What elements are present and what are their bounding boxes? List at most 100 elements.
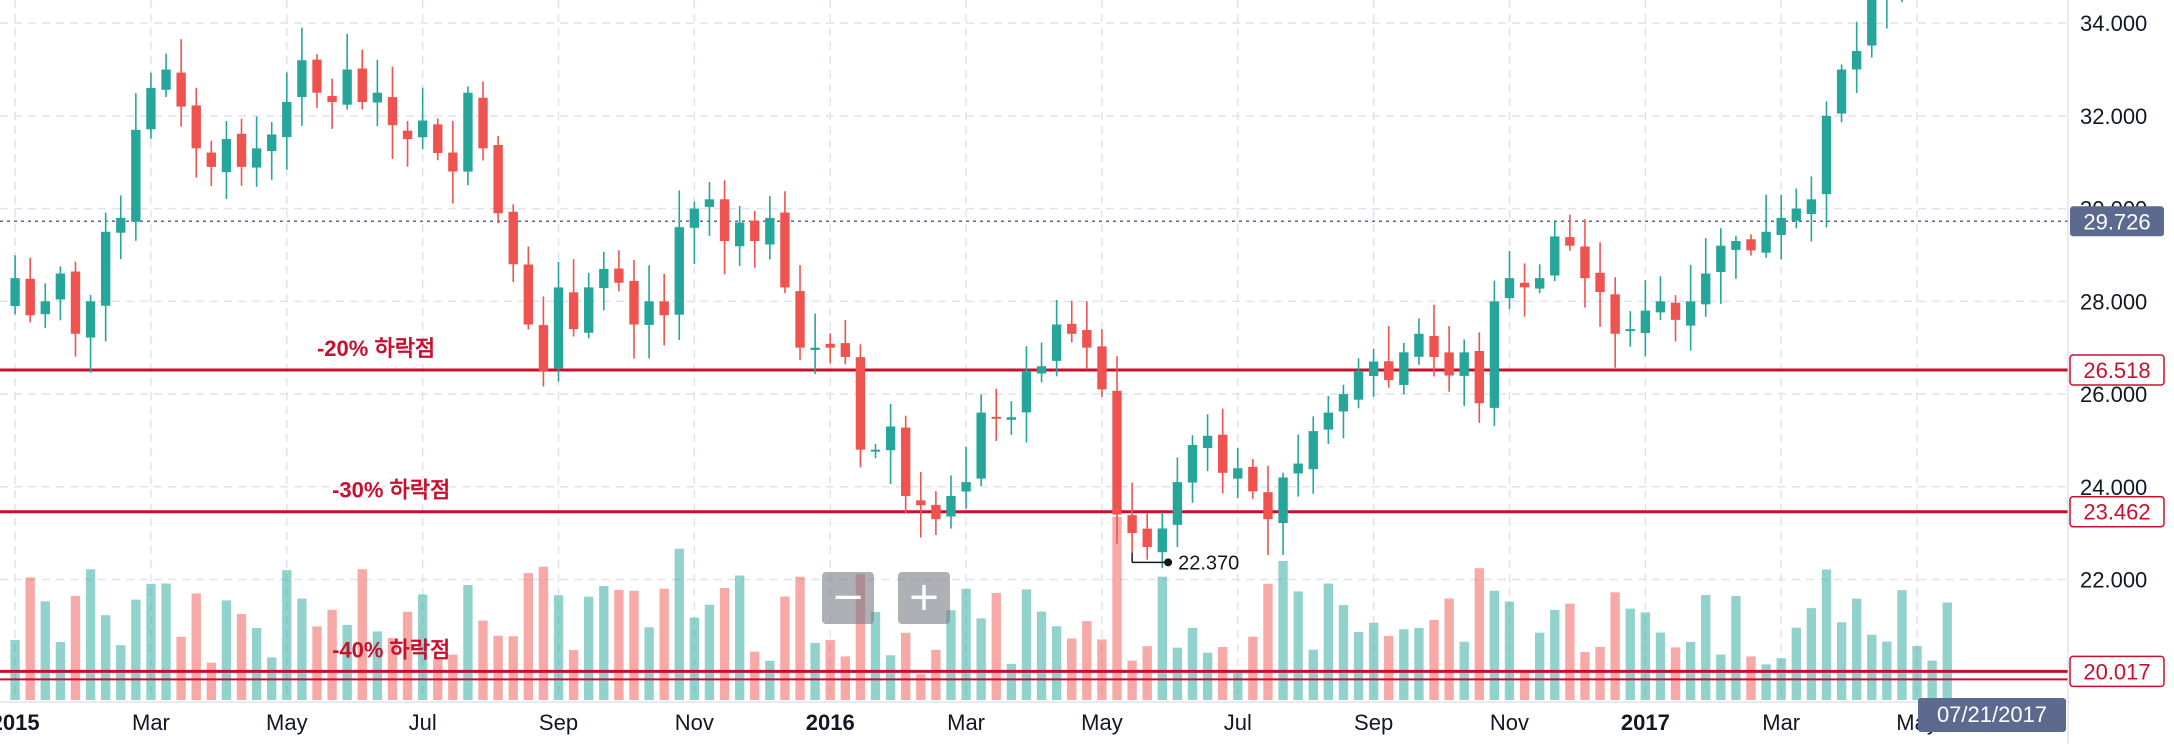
candle (1308, 416, 1318, 494)
candle-body (885, 426, 896, 451)
volume-bar (1565, 603, 1575, 700)
candle (976, 394, 986, 487)
volume-bar (508, 636, 518, 700)
candle-body (1097, 346, 1107, 390)
candle-body (1142, 528, 1152, 548)
candle-body (131, 129, 141, 222)
volume-bar (1172, 647, 1183, 700)
candle-body (1067, 323, 1077, 334)
candle-body (1640, 310, 1651, 333)
zoom-out-button[interactable]: − (822, 572, 874, 624)
time-tick-label: Nov (675, 710, 714, 735)
volume-bar (191, 593, 201, 700)
volume-bar (463, 585, 473, 700)
candle-body (674, 227, 684, 315)
candle (1338, 384, 1349, 439)
candle-body (1278, 477, 1288, 524)
candle-body (448, 152, 458, 172)
candle (1716, 228, 1726, 304)
candle (1701, 238, 1711, 317)
volume-bar (1474, 568, 1484, 700)
volume-bar (1550, 609, 1560, 700)
volume-bar (689, 617, 700, 700)
candle (1127, 482, 1137, 553)
candle-body (1746, 239, 1756, 251)
candle (1565, 214, 1575, 251)
volume-bar (40, 601, 50, 700)
candle (1474, 332, 1484, 423)
volume-bar (1670, 647, 1681, 700)
candle (1867, 0, 1877, 58)
candle-body (100, 231, 111, 306)
candle-body (1761, 231, 1771, 253)
candle-body (70, 271, 81, 334)
candle-body (1610, 294, 1620, 334)
candle (493, 135, 503, 224)
volume-bar (584, 596, 594, 700)
volume-bar (1504, 601, 1515, 700)
volume-bar (1897, 590, 1907, 700)
line-price-label: 23.462 (2083, 500, 2150, 525)
time-tick-label: 2015 (0, 710, 40, 735)
candle (402, 121, 413, 167)
candle-body (1338, 394, 1349, 412)
candle (885, 403, 896, 485)
candle (25, 257, 35, 323)
line-price-badge (2069, 354, 2165, 386)
candle-body (146, 88, 156, 130)
zoom-in-button[interactable]: + (898, 572, 950, 624)
candle-body (870, 449, 881, 452)
candle-body (1323, 412, 1334, 430)
candle (1172, 457, 1183, 548)
candle-body (734, 222, 745, 247)
candle-body (1580, 246, 1590, 279)
candle (674, 190, 684, 340)
candle (1836, 64, 1847, 123)
volume-bar (387, 638, 398, 700)
volume-bar (1912, 646, 1922, 700)
volume-bar (1867, 634, 1877, 700)
candle-body (342, 69, 352, 105)
candle (1112, 356, 1122, 544)
candle-body (991, 416, 1001, 419)
volume-bar (780, 596, 790, 700)
candle-body (387, 97, 398, 126)
drawdown-label: -30% 하락점 (332, 478, 450, 503)
volume-bar (553, 595, 564, 700)
candle-body (1489, 301, 1500, 408)
time-tick-label: Mar (132, 710, 170, 735)
candle-body (704, 199, 715, 207)
candle (463, 86, 473, 186)
candle-body (1459, 352, 1469, 376)
candle (659, 273, 669, 346)
candle (1519, 263, 1530, 317)
candle-body (1685, 301, 1696, 326)
candle (1006, 401, 1017, 435)
candle-body (629, 280, 639, 325)
line-price-badge (2069, 655, 2165, 688)
candle (689, 201, 700, 265)
candle (1580, 219, 1590, 308)
candle-body (478, 97, 488, 149)
candle (1776, 194, 1786, 260)
candle-body (433, 124, 443, 153)
candle (236, 118, 247, 186)
volume-bar (855, 574, 866, 700)
price-candles (10, 0, 1903, 569)
volume-bar (931, 649, 941, 700)
candle (282, 72, 292, 170)
candle-body (765, 217, 775, 245)
candle-body (689, 208, 700, 228)
candle (780, 191, 790, 294)
candle (312, 54, 322, 108)
candle-body (221, 139, 232, 173)
candle (40, 283, 50, 329)
volume-bar (312, 626, 322, 700)
candle (1036, 342, 1047, 383)
volume-bar (1701, 595, 1711, 700)
candle (1051, 300, 1062, 377)
volume-bar (25, 577, 35, 700)
candle (840, 320, 850, 365)
candle (1791, 188, 1801, 229)
volume-bar (1384, 636, 1394, 700)
